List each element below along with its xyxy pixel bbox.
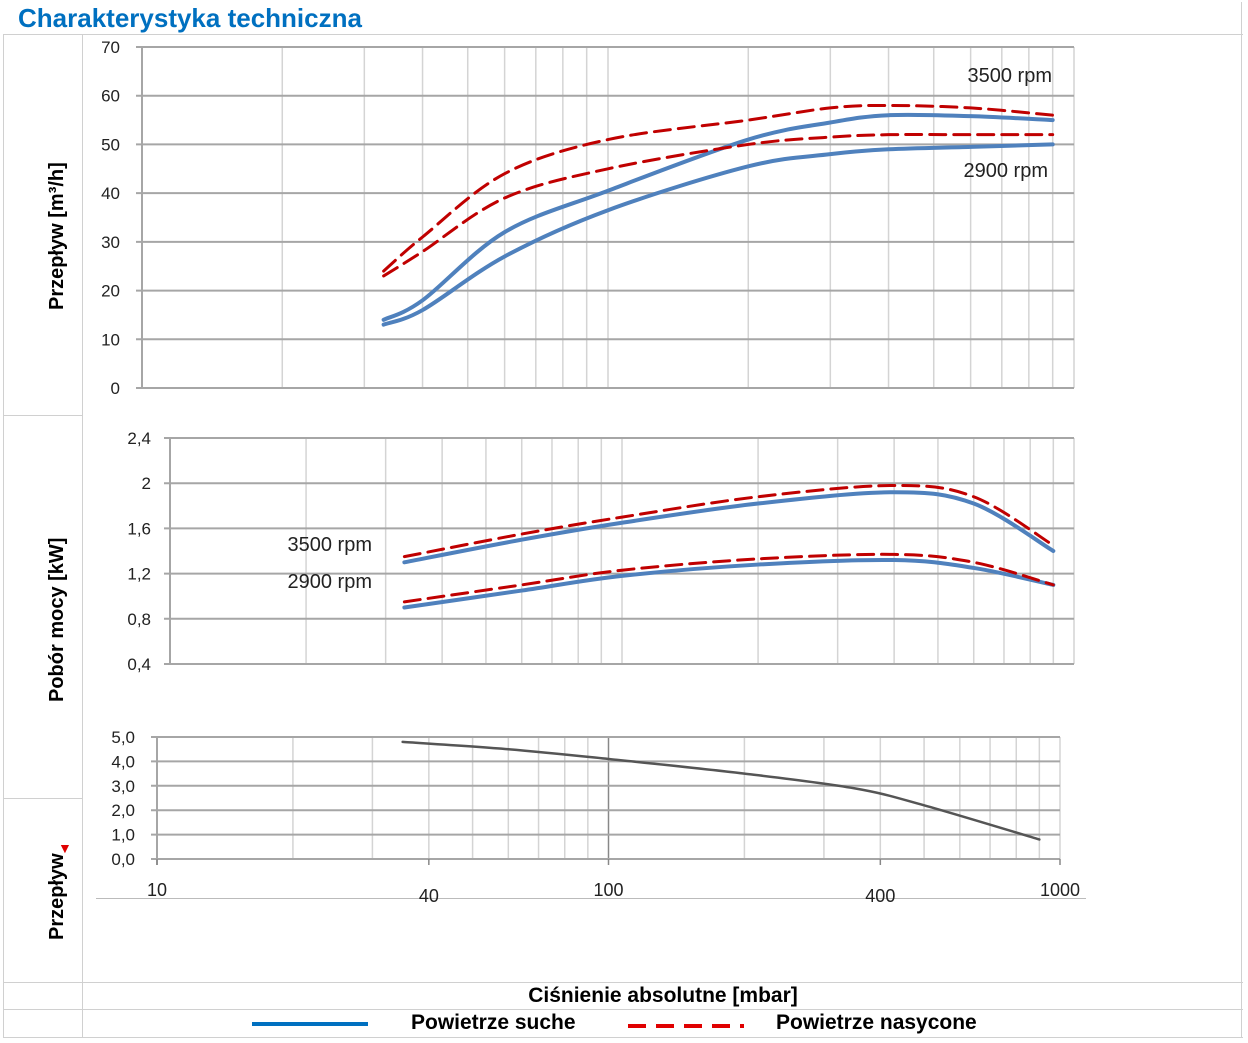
legend-dry-label: Powietrze suche: [411, 1011, 576, 1034]
series-line-dry: [381, 142, 1055, 327]
y-tick-label: 50: [101, 135, 120, 154]
y-tick-label: 0,4: [127, 655, 151, 674]
x-tick-label: 10: [147, 880, 167, 900]
frame-left: [3, 34, 4, 1038]
frame-row1: [3, 415, 83, 416]
rpm-annotation: 2900 rpm: [288, 571, 373, 593]
y-tick-label: 20: [101, 282, 120, 301]
y-tick-label: 0,8: [127, 610, 151, 629]
y-tick-label: 1,2: [127, 565, 151, 584]
y-tick-label: 70: [101, 38, 120, 57]
y-tick-label: 2,0: [111, 801, 135, 820]
red-marker-icon: ▼: [58, 840, 72, 856]
y-tick-label: 0: [111, 379, 120, 398]
series-line-dry: [402, 557, 1056, 610]
rpm-annotation: 3500 rpm: [968, 65, 1053, 87]
y-tick-label: 1,0: [111, 826, 135, 845]
y-tick-label: 4,0: [111, 752, 135, 771]
legend-wet-label: Powietrze nasycone: [776, 1011, 977, 1034]
y-tick-label: 0,0: [111, 850, 135, 869]
x-tick-label: 400: [865, 886, 895, 906]
y-tick-label: 10: [101, 330, 120, 349]
frame-row3: [3, 982, 1243, 983]
frame-row4: [3, 1009, 1243, 1010]
rpm-annotation: 3500 rpm: [288, 534, 373, 556]
series-line-dry: [402, 490, 1056, 565]
y-tick-label: 40: [101, 184, 120, 203]
frame-bottom: [3, 1037, 1243, 1038]
x-axis-label: Ciśnienie absolutne [mbar]: [528, 984, 798, 1007]
frame-right: [1241, 2, 1242, 1038]
series-line-wet: [382, 133, 1055, 278]
frame-col: [82, 34, 83, 1038]
y-tick-label: 2: [142, 474, 151, 493]
y-tick-label: 60: [101, 87, 120, 106]
x-tick-label: 100: [593, 880, 623, 900]
y-tick-label: 2,4: [127, 429, 151, 448]
page-title: Charakterystyka techniczna: [18, 3, 362, 33]
x-tick-label: 1000: [1040, 880, 1080, 900]
frame-row2: [3, 798, 83, 799]
series-line-wet: [402, 483, 1055, 559]
y-tick-label: 1,6: [127, 519, 151, 538]
series-line-wet: [402, 552, 1055, 604]
rpm-annotation: 2900 rpm: [964, 160, 1049, 182]
y-tick-label: 30: [101, 233, 120, 252]
axis-baseline: [96, 898, 1086, 899]
series-line-dry: [381, 112, 1055, 322]
series-line-bottom: [401, 740, 1041, 841]
x-tick-label: 40: [419, 886, 439, 906]
y-tick-label: 5,0: [111, 728, 135, 747]
y-tick-label: 3,0: [111, 777, 135, 796]
frame-top: [3, 34, 1243, 35]
series-line-wet: [382, 103, 1055, 273]
